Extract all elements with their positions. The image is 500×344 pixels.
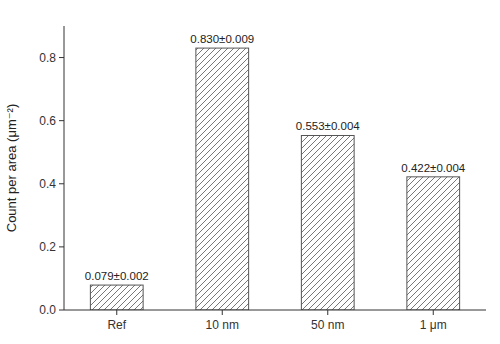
x-tick (222, 310, 223, 315)
bar (196, 48, 249, 310)
x-tick (327, 310, 328, 315)
x-tick-label: 10 nm (206, 318, 239, 332)
data-label: 0.079±0.002 (85, 270, 149, 282)
bar (90, 285, 143, 310)
y-tick-label: 0.6 (39, 114, 56, 128)
y-tick-label: 0.8 (39, 51, 56, 65)
x-tick (116, 310, 117, 315)
y-axis-line (64, 26, 65, 310)
x-tick-label: Ref (107, 318, 126, 332)
data-label: 0.830±0.009 (190, 33, 254, 45)
y-tick (59, 183, 64, 184)
data-label: 0.422±0.004 (401, 162, 465, 174)
data-labels: 0.079±0.002 0.830±0.009 0.553±0.004 0.422±0… (85, 33, 466, 282)
x-tick-label: 50 nm (311, 318, 344, 332)
data-label: 0.553±0.004 (296, 120, 360, 132)
chart-container: 0.0 0.2 0.4 0.6 0.8 Ref 10 nm 50 nm 1 μm Count pe… (0, 0, 500, 344)
y-axis-label: Count per area (μm⁻²) (4, 104, 19, 233)
bar (407, 177, 460, 310)
y-tick (59, 310, 64, 311)
x-tick-label: 1 μm (420, 318, 447, 332)
chart-svg: 0.0 0.2 0.4 0.6 0.8 Ref 10 nm 50 nm 1 μm Count pe… (0, 0, 500, 344)
bar (301, 135, 354, 310)
y-tick-label: 0.4 (39, 177, 56, 191)
y-tick-label: 0.2 (39, 240, 56, 254)
x-axis-line (64, 310, 486, 311)
x-tick (433, 310, 434, 315)
y-tick-label: 0.0 (39, 303, 56, 317)
axes: 0.0 0.2 0.4 0.6 0.8 Ref 10 nm 50 nm 1 μm (39, 26, 486, 332)
y-tick (59, 57, 64, 58)
y-tick (59, 246, 64, 247)
page: {"chart_data": {"type": "bar", "categori… (0, 0, 500, 344)
y-tick (59, 120, 64, 121)
